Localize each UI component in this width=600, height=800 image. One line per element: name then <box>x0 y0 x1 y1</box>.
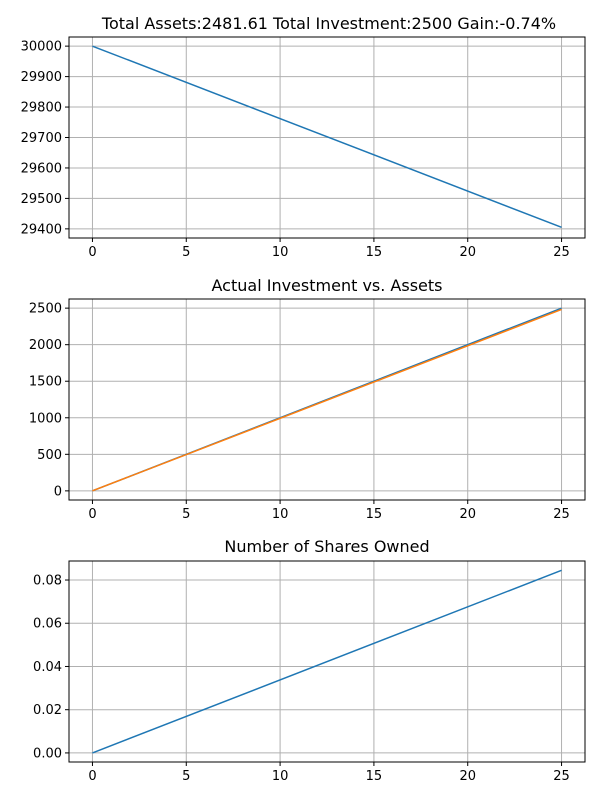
y-tick-label-3-3: 0.06 <box>33 617 62 632</box>
x-tick-label-2-5: 25 <box>553 507 570 522</box>
x-tick-label-3-2: 10 <box>272 769 289 784</box>
x-tick-label-3-1: 5 <box>182 769 190 784</box>
chart-title-3: Number of Shares Owned <box>224 537 429 556</box>
y-tick-label-1-5: 29900 <box>21 70 62 85</box>
y-tick-label-1-0: 29400 <box>21 222 62 237</box>
plot-area-2: 0 5 10 15 20 25 0 500 1000 1500 2000 2500 <box>29 298 586 522</box>
x-tick-label-3-3: 15 <box>366 769 383 784</box>
x-tick-label-3-4: 20 <box>459 769 476 784</box>
axes-frame-3 <box>68 560 586 763</box>
y-tick-label-3-1: 0.02 <box>33 703 62 718</box>
subplot-1: Total Assets:2481.61 Total Investment:25… <box>21 14 586 260</box>
x-tick-label-2-1: 5 <box>182 507 190 522</box>
series-line-3-0 <box>92 569 562 754</box>
y-tick-label-1-1: 29500 <box>21 192 62 207</box>
x-tick-label-1-2: 10 <box>272 245 289 260</box>
x-tick-label-2-2: 10 <box>272 507 289 522</box>
series-line-1-0 <box>92 45 562 229</box>
series-line-2-1 <box>92 308 562 492</box>
x-tick-label-3-5: 25 <box>553 769 570 784</box>
x-tick-label-1-0: 0 <box>88 245 96 260</box>
y-tick-label-1-2: 29600 <box>21 161 62 176</box>
subplot-2: Actual Investment vs. Assets 0 5 10 15 20 250… <box>29 276 586 522</box>
y-tick-label-3-0: 0.00 <box>33 746 62 761</box>
y-tick-label-3-4: 0.08 <box>33 574 62 589</box>
y-tick-label-2-0: 0 <box>54 484 62 499</box>
y-tick-label-3-2: 0.04 <box>33 660 62 675</box>
y-tick-label-2-4: 2000 <box>29 338 62 353</box>
y-tick-label-1-3: 29700 <box>21 131 62 146</box>
x-tick-label-2-0: 0 <box>88 507 96 522</box>
x-tick-label-1-3: 15 <box>366 245 383 260</box>
x-tick-label-2-4: 20 <box>459 507 476 522</box>
x-tick-label-1-4: 20 <box>459 245 476 260</box>
y-tick-label-2-1: 500 <box>37 448 62 463</box>
chart-title-2: Actual Investment vs. Assets <box>212 276 443 295</box>
axes-frame-2 <box>68 298 586 501</box>
x-tick-label-1-5: 25 <box>553 245 570 260</box>
y-tick-label-2-3: 1500 <box>29 375 62 390</box>
plot-area-1: 0 5 10 15 20 25 29400 29500 29600 29700 29800 29900… <box>21 36 586 260</box>
chart-title-1: Total Assets:2481.61 Total Investment:25… <box>101 14 556 33</box>
y-tick-label-2-2: 1000 <box>29 411 62 426</box>
subplot-3: Number of Shares Owned 0 5 10 15 20 25 0.00 0.0… <box>33 537 586 784</box>
y-tick-label-1-4: 29800 <box>21 101 62 116</box>
y-tick-label-1-6: 30000 <box>21 40 62 55</box>
x-tick-label-2-3: 15 <box>366 507 383 522</box>
plot-area-3: 0 5 10 15 20 25 0.00 0.02 0.04 0.06 0.08 <box>33 560 586 784</box>
x-tick-label-1-1: 5 <box>182 245 190 260</box>
x-tick-label-3-0: 0 <box>88 769 96 784</box>
y-tick-label-2-5: 2500 <box>29 302 62 317</box>
